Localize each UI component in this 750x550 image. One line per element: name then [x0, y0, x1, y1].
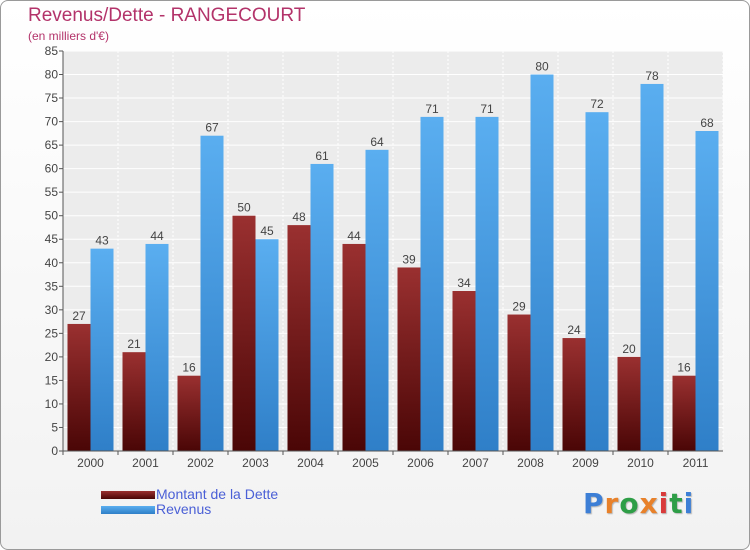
- bar-dette: [562, 338, 586, 451]
- x-tick-label: 2010: [627, 456, 654, 470]
- chart-subtitle: (en milliers d'€): [28, 29, 109, 43]
- data-label: 61: [315, 149, 329, 163]
- bar-dette: [122, 352, 146, 451]
- y-tick-label: 40: [45, 256, 59, 270]
- x-tick-label: 2005: [352, 456, 379, 470]
- data-label: 80: [535, 60, 549, 74]
- x-tick-label: 2002: [187, 456, 214, 470]
- x-tick-label: 2003: [242, 456, 269, 470]
- y-tick-label: 65: [45, 138, 59, 152]
- data-label: 71: [425, 102, 439, 116]
- bar-revenus: [365, 149, 389, 451]
- bar-dette: [177, 375, 201, 451]
- data-label: 78: [645, 69, 659, 83]
- x-tick-label: 2009: [572, 456, 599, 470]
- bar-revenus: [640, 83, 664, 452]
- bar-revenus: [310, 163, 334, 452]
- logo-letter: i: [658, 487, 670, 520]
- y-tick-label: 15: [45, 373, 59, 387]
- data-label: 50: [237, 201, 251, 215]
- y-tick-label: 55: [45, 185, 59, 199]
- y-tick-label: 30: [45, 303, 59, 317]
- data-label: 67: [205, 121, 219, 135]
- y-tick-label: 0: [51, 444, 58, 458]
- bar-revenus: [695, 131, 719, 451]
- data-label: 44: [150, 229, 164, 243]
- data-label: 24: [567, 323, 581, 337]
- bar-revenus: [585, 112, 609, 452]
- logo-letter: t: [669, 487, 684, 520]
- bar-dette: [342, 243, 366, 451]
- logo-letter: P: [583, 487, 605, 520]
- x-tick-label: 2004: [297, 456, 324, 470]
- y-tick-label: 80: [45, 68, 59, 82]
- y-tick-label: 45: [45, 232, 59, 246]
- y-tick-label: 25: [45, 326, 59, 340]
- chart-title: Revenus/Dette - RANGECOURT: [28, 5, 306, 26]
- data-label: 45: [260, 224, 274, 238]
- y-tick-label: 60: [45, 162, 59, 176]
- bar-dette: [287, 225, 311, 451]
- bar-dette: [397, 267, 421, 451]
- x-tick-label: 2007: [462, 456, 489, 470]
- x-tick-label: 2000: [77, 456, 104, 470]
- data-label: 64: [370, 135, 384, 149]
- legend-swatch-dette: [101, 491, 155, 499]
- legend-swatch-revenus: [101, 506, 155, 514]
- y-tick-label: 70: [45, 115, 59, 129]
- axis-layer: 0 5 10 15 20 25 30 35 40 45 50 55 60 65 70 75 80 85 2000 20…: [45, 44, 723, 470]
- bar-revenus: [420, 116, 444, 451]
- logo-letter: o: [619, 487, 640, 520]
- logo-letter: x: [639, 487, 659, 520]
- data-label: 27: [72, 309, 86, 323]
- bar-revenus: [200, 135, 224, 452]
- data-label: 48: [292, 210, 306, 224]
- bar-dette: [232, 215, 256, 451]
- data-label: 20: [622, 342, 636, 356]
- grid-layer: [62, 50, 724, 452]
- y-tick-label: 20: [45, 350, 59, 364]
- data-label: 39: [402, 252, 416, 266]
- data-label: 71: [480, 102, 494, 116]
- data-label: 72: [590, 97, 604, 111]
- legend-label-revenus: Revenus: [156, 501, 212, 517]
- y-tick-label: 10: [45, 397, 59, 411]
- bar-revenus: [530, 74, 554, 451]
- x-tick-label: 2008: [517, 456, 544, 470]
- bar-dette: [672, 375, 696, 451]
- logo-letter: i: [683, 487, 695, 520]
- y-tick-label: 75: [45, 91, 59, 105]
- bar-revenus: [255, 239, 279, 451]
- x-tick-label: 2001: [132, 456, 159, 470]
- data-label: 34: [457, 276, 471, 290]
- y-tick-label: 50: [45, 209, 59, 223]
- data-label: 29: [512, 300, 526, 314]
- data-label: 16: [677, 361, 691, 375]
- bar-dette: [507, 314, 531, 451]
- x-tick-label: 2011: [683, 456, 709, 470]
- data-label: 21: [127, 337, 141, 351]
- bars-layer: [67, 74, 719, 452]
- bar-revenus: [145, 243, 169, 451]
- bar-dette: [67, 323, 91, 451]
- logo-letter: r: [604, 487, 620, 520]
- labels-layer: 27 21 16 50 48 44 39 34 29 24 20 16 43 44 67 45 61 64 71 71…: [72, 60, 714, 375]
- y-tick-label: 85: [45, 44, 59, 58]
- legend-label-dette: Montant de la Dette: [156, 486, 279, 502]
- x-tick-label: 2006: [407, 456, 434, 470]
- data-label: 68: [700, 116, 714, 130]
- bar-dette: [452, 291, 476, 451]
- bar-revenus: [475, 116, 499, 451]
- bar-revenus: [90, 248, 114, 451]
- proxiti-logo: Proxiti: [583, 487, 694, 520]
- bar-dette: [617, 356, 641, 451]
- data-label: 16: [182, 361, 196, 375]
- data-label: 43: [95, 234, 109, 248]
- y-tick-label: 35: [45, 279, 59, 293]
- data-label: 44: [347, 229, 361, 243]
- y-tick-label: 5: [51, 420, 58, 434]
